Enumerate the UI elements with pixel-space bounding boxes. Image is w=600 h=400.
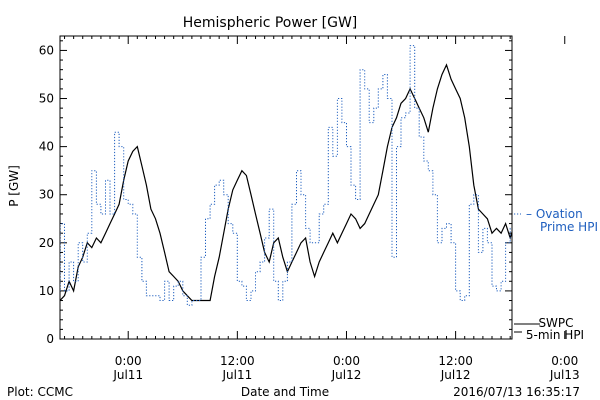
x-tick-day-label: Jul11 xyxy=(221,368,252,382)
ovation-label: – Ovation xyxy=(526,207,583,221)
x-tick-time-label: 12:00 xyxy=(220,354,255,368)
y-tick-label: 60 xyxy=(39,43,54,57)
series-ovation-line xyxy=(60,45,512,306)
y-tick-label: 30 xyxy=(39,188,54,202)
x-tick-time-label: 12:00 xyxy=(438,354,473,368)
ovation-label-line2: Prime HPI xyxy=(540,220,598,234)
series-swpc-line xyxy=(60,63,512,302)
x-tick-day-label: Jul12 xyxy=(440,368,471,382)
y-tick-label: 20 xyxy=(39,236,54,250)
x-tick-day-label: Jul11 xyxy=(112,368,143,382)
y-axis-label: P [GW] xyxy=(7,165,21,207)
x-tick-time-label: 0:00 xyxy=(333,354,360,368)
x-tick-time-label: 0:00 xyxy=(551,354,578,368)
y-tick-label: 0 xyxy=(46,332,54,346)
swpc-label: SWPC xyxy=(538,316,573,330)
swpc-label-line2: 5-min HPI xyxy=(526,328,584,342)
x-tick-day-label: Jul13 xyxy=(549,368,580,382)
y-tick-label: 40 xyxy=(39,140,54,154)
x-axis-label: Date and Time xyxy=(241,385,329,399)
footer-timestamp: 2016/07/13 16:35:17 xyxy=(453,385,580,399)
chart-title: Hemispheric Power [GW] xyxy=(183,15,358,31)
x-tick-time-label: 0:00 xyxy=(115,354,142,368)
y-tick-label: 10 xyxy=(39,284,54,298)
plot-frame xyxy=(59,35,513,340)
x-tick-day-label: Jul12 xyxy=(331,368,362,382)
footer-plot-credit: Plot: CCMC xyxy=(7,385,73,399)
plot-area: 01020304050600:00Jul1112:00Jul110:00Jul1… xyxy=(39,35,598,382)
y-tick-label: 50 xyxy=(39,92,54,106)
